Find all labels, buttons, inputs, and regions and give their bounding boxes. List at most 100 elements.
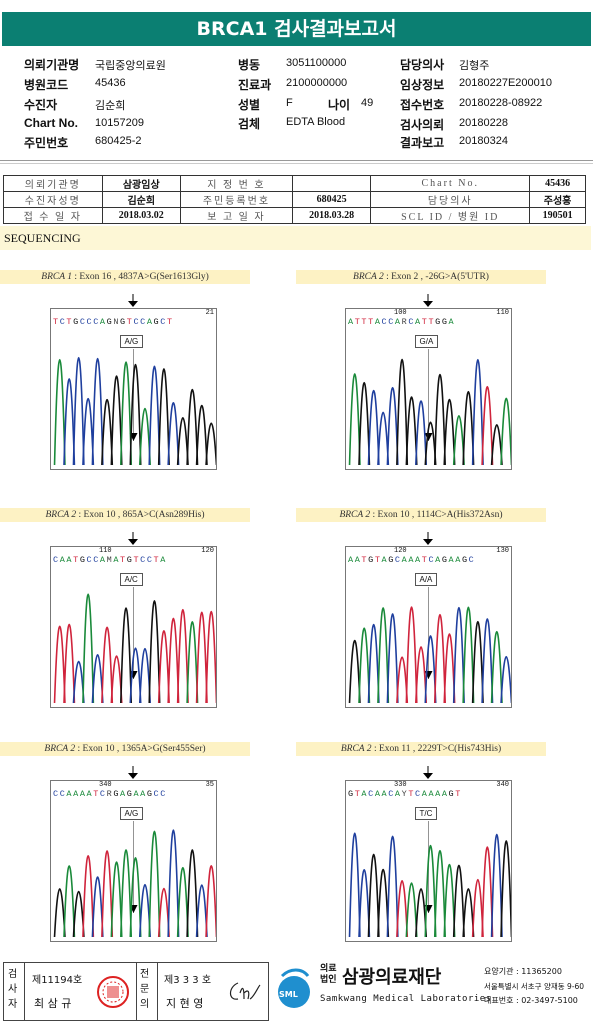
sequence-text: AATGTAGCAAATCAGAAGC: [348, 555, 476, 565]
panel-caption: BRCA 2 : Exon 10 , 865A>C(Asn289His): [0, 508, 250, 522]
position-label: 100: [394, 309, 407, 317]
org-type: 의료법인: [320, 964, 337, 985]
variant-description: : Exon 10 , 865A>C(Asn289His): [76, 510, 205, 520]
info-label: 검체: [238, 117, 261, 131]
info-value: 김순희: [95, 100, 126, 112]
table-row: 의뢰기관명 삼광임상 지 정 번 호 Chart No. 45436: [3, 175, 586, 192]
age-value: 49: [361, 97, 374, 109]
gene-name: BRCA 2: [45, 510, 77, 520]
info-value: 2100000000: [286, 77, 348, 89]
arrow-down-icon: [127, 294, 138, 307]
age-label: 나이: [328, 98, 351, 112]
table-cell: 김순희: [101, 191, 181, 208]
tester-name: 최 삼 규: [34, 997, 72, 1010]
org-address: 서울특별시 서초구 양재동 9-60: [484, 982, 585, 991]
divider: [0, 163, 593, 164]
trace-plot: [53, 349, 216, 466]
gene-name: BRCA 2: [340, 744, 372, 754]
genotype-call: A/G: [119, 807, 144, 820]
info-label: 임상정보: [400, 78, 445, 92]
info-value: 국립중앙의료원: [95, 60, 166, 72]
signature-icon: [229, 982, 261, 1000]
arrow-down-icon: [127, 532, 138, 545]
table-cell: Chart No.: [370, 175, 531, 192]
patient-info: 의뢰기관명 국립중앙의료원 병원코드 45436 수진자 김순희 Chart N…: [0, 52, 593, 156]
trace-plot: [53, 821, 216, 938]
info-value: EDTA Blood: [286, 116, 346, 128]
report-title: BRCA1 검사결과보고서: [2, 12, 591, 46]
position-label: 110: [99, 547, 112, 555]
info-value: 45436: [95, 77, 126, 89]
table-row: 접 수 일 자 2018.03.02 보 고 일 자 2018.03.28 SC…: [3, 207, 586, 224]
reviewer-license: 제3 3 3 호: [164, 975, 212, 986]
gene-name: BRCA 2: [339, 510, 371, 520]
sequence-text: CAATGCCAMATGTCCTA: [53, 555, 167, 565]
tester-label: 검사자: [8, 969, 18, 1010]
gene-name: BRCA 1: [41, 272, 72, 282]
variant-description: : Exon 16 , 4837A>G(Ser1613Gly): [71, 272, 209, 282]
table-cell: 보 고 일 자: [179, 207, 293, 224]
chromatogram: 21 TCTGCCCAGNGTCCAGCT A/G: [50, 308, 217, 470]
position-label: 120: [201, 547, 214, 555]
info-value: F: [286, 97, 293, 109]
trace-plot: [348, 587, 511, 704]
variant-description: : Exon 10 , 1365A>G(Ser455Ser): [75, 744, 206, 754]
position-label: 340: [496, 781, 509, 789]
chromatogram: 330 340 GTACAACAYTCAAAAGT T/C: [345, 780, 512, 942]
table-cell: 지 정 번 호: [179, 175, 293, 192]
gene-name: BRCA 2: [353, 272, 384, 282]
info-value: 김형주: [459, 60, 490, 72]
info-label: 수진자: [24, 98, 58, 112]
position-label: 120: [394, 547, 407, 555]
sequence-text: TCTGCCCAGNGTCCAGCT: [53, 317, 174, 327]
genotype-call: T/C: [414, 807, 438, 820]
variant-description: : Exon 11 , 2229T>C(His743His): [371, 744, 502, 754]
chromatogram: 120 130 AATGTAGCAAATCAGAAGC A/A: [345, 546, 512, 708]
table-cell: 삼광임상: [101, 175, 181, 192]
position-label: 21: [205, 309, 214, 317]
gene-name: BRCA 2: [44, 744, 76, 754]
org-code: 요양기관 : 11365200: [484, 967, 562, 976]
position-label: 130: [496, 547, 509, 555]
trace-plot: [348, 349, 511, 466]
genotype-call: A/A: [414, 573, 438, 586]
info-label: 결과보고: [400, 136, 445, 150]
genotype-call: A/G: [119, 335, 144, 348]
panel-caption: BRCA 2 : Exon 10 , 1365A>G(Ser455Ser): [0, 742, 250, 756]
position-label: 340: [99, 781, 112, 789]
table-cell: 2018.03.02: [101, 207, 181, 224]
seal-stamp-icon: [97, 976, 129, 1008]
chromatogram: 110 120 CAATGCCAMATGTCCTA A/C: [50, 546, 217, 708]
trace-plot: [53, 587, 216, 704]
table-cell: 의뢰기관명: [3, 175, 103, 192]
table-cell: 주민등록번호: [179, 191, 293, 208]
arrow-down-icon: [127, 766, 138, 779]
chromatogram: 100 110 ATTTACCARCATTGGA G/A: [345, 308, 512, 470]
info-value: 680425-2: [95, 135, 142, 147]
section-heading: SEQUENCING: [0, 226, 591, 250]
table-cell: [291, 175, 372, 192]
info-value: 20180324: [459, 135, 508, 147]
info-label: 성별: [238, 98, 261, 112]
table-cell: 190501: [529, 207, 586, 224]
chromatogram: 340 35 CCAAAATCRGAGAAGCC A/G: [50, 780, 217, 942]
panel-caption: BRCA 2 : Exon 10 , 1114C>A(His372Asn): [296, 508, 546, 522]
table-cell: 수진자성명: [3, 191, 103, 208]
table-cell: 접 수 일 자: [3, 207, 103, 224]
sml-logo-icon: [278, 968, 310, 1008]
org-phone: 대표번호 : 02-3497-5100: [484, 996, 578, 1005]
table-row: 수진자성명 김순희 주민등록번호 680425 담당의사 주성흥: [3, 191, 586, 208]
variant-description: : Exon 10 , 1114C>A(His372Asn): [370, 510, 503, 520]
arrow-down-icon: [422, 766, 433, 779]
signature-block: 검사자 제11194호 최 삼 규 전문의 제3 3 3 호 지 현 영: [3, 962, 269, 1021]
panel-caption: BRCA 1 : Exon 16 , 4837A>G(Ser1613Gly): [0, 270, 250, 284]
info-label: 주민번호: [24, 136, 69, 150]
variant-description: : Exon 2 , -26G>A(5'UTR): [383, 272, 489, 282]
org-name: 삼광의료재단: [342, 967, 442, 988]
info-value: 20180227E200010: [459, 77, 552, 89]
info-value: 20180228: [459, 117, 508, 129]
info-label: 병원코드: [24, 78, 69, 92]
info-label: 담당의사: [400, 58, 445, 72]
info-label: 병동: [238, 58, 261, 72]
genotype-call: G/A: [414, 335, 439, 348]
